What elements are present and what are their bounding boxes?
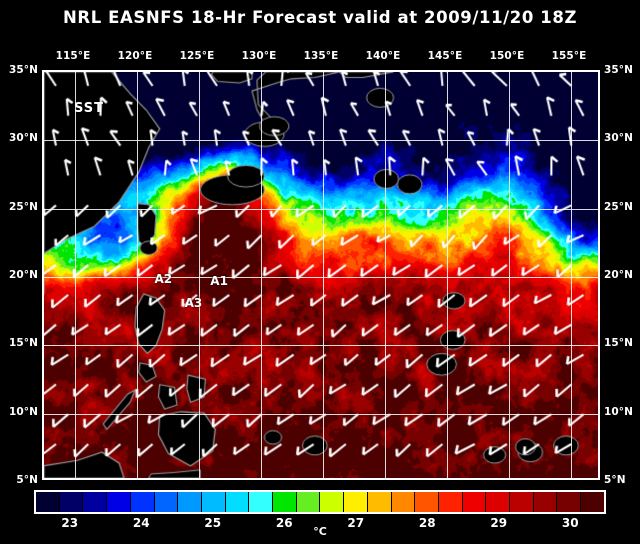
colorbar-swatch-15 [391,492,416,512]
lat-tick-left-10: 10°N [8,405,38,418]
lat-tick-right-35: 35°N [604,64,634,76]
colorbar-swatch-1 [59,492,84,512]
gridline-lon-135 [323,72,324,478]
page-title: NRL EASNFS 18-Hr Forecast valid at 2009/… [62,8,578,27]
colorbar-swatch-4 [130,492,155,512]
lon-tick-125: 125°E [179,50,215,62]
lat-tick-left-35: 35°N [8,64,38,76]
variable-label: SST [74,101,105,116]
map-label-a3: A3 [184,295,203,310]
colorbar-swatch-5 [154,492,179,512]
colorbar-swatch-9 [249,492,274,512]
lat-tick-left-5: 5°N [16,474,38,486]
gridline-lon-120 [137,72,138,478]
gridline-lat-15 [44,345,598,347]
colorbar-swatch-19 [486,492,511,512]
colorbar-swatch-3 [107,492,131,512]
colorbar-unit-label: °C [313,525,327,538]
lon-tick-155: 155°E [551,50,587,62]
map-label-a1: A1 [210,274,228,289]
map-plot-area[interactable]: A2 A1 A3 SST [42,70,600,480]
gridline-lat-20 [44,277,598,278]
map-label-a2: A2 [154,272,173,287]
lon-tick-140: 140°E [365,50,401,62]
gridline-lon-140 [385,72,386,478]
colorbar-tick-28: 28 [418,516,436,530]
gridline-lat-30 [44,140,598,142]
gridline-lon-115 [75,72,76,478]
colorbar-tick-25: 25 [204,516,222,530]
colorbar-swatch-2 [83,492,108,512]
lat-tick-right-10: 10°N [604,405,634,418]
colorbar-tick-30: 30 [561,516,579,530]
lat-tick-right-30: 30°N [604,132,634,145]
colorbar-tick-29: 29 [490,516,508,530]
gridline-lon-125 [199,72,200,478]
lat-tick-right-25: 25°N [604,200,634,213]
gridline-lat-10 [44,413,598,415]
colorbar-swatch-0 [36,492,60,512]
lat-tick-left-25: 25°N [8,200,38,213]
gridline-lon-150 [509,72,510,478]
gridline-lon-155 [571,72,572,478]
sst-raster [44,72,598,478]
colorbar-swatch-14 [367,492,392,512]
lat-tick-right-20: 20°N [604,269,634,281]
colorbar-swatch-20 [510,492,534,512]
colorbar-swatch-7 [201,492,226,512]
colorbar-tick-24: 24 [132,516,150,530]
colorbar-swatch-10 [273,492,297,512]
lon-tick-115: 115°E [55,50,91,62]
lat-tick-right-5: 5°N [604,474,626,486]
colorbar-swatch-13 [344,492,368,512]
lat-tick-left-20: 20°N [8,269,38,281]
lat-tick-left-15: 15°N [8,337,38,350]
gridline-lat-25 [44,208,598,210]
colorbar-tick-23: 23 [61,516,79,530]
colorbar-tick-26: 26 [275,516,293,530]
colorbar-swatch-18 [462,492,487,512]
colorbar-swatch-6 [178,492,202,512]
colorbar-swatch-8 [225,492,250,512]
gridline-lon-130 [261,72,262,478]
lat-tick-left-30: 30°N [8,132,38,145]
lon-tick-150: 150°E [489,50,525,62]
colorbar[interactable] [34,490,606,514]
gridline-lon-145 [447,72,448,478]
lon-tick-145: 145°E [427,50,463,62]
colorbar-swatch-23 [581,492,604,512]
colorbar-swatch-17 [438,492,463,512]
colorbar-swatch-12 [320,492,345,512]
colorbar-swatch-16 [415,492,439,512]
colorbar-tick-27: 27 [347,516,365,530]
colorbar-swatch-22 [557,492,582,512]
lon-tick-120: 120°E [117,50,153,62]
sst-field [44,72,598,478]
lon-tick-130: 130°E [241,50,277,62]
colorbar-swatch-21 [533,492,558,512]
colorbar-swatch-11 [296,492,321,512]
lon-tick-135: 135°E [303,50,339,62]
lat-tick-right-15: 15°N [604,337,634,350]
